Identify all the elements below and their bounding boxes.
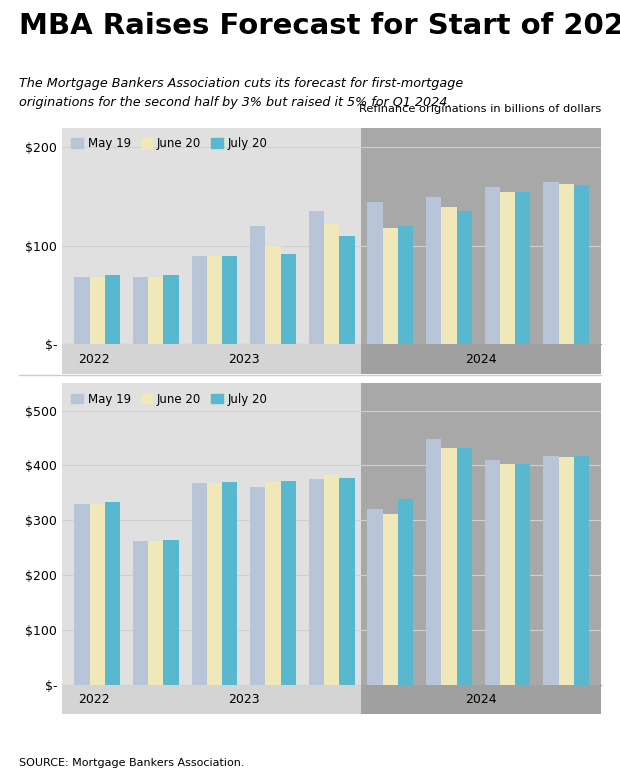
Bar	[192, 255, 207, 344]
Bar	[456, 211, 472, 344]
Bar	[500, 464, 515, 685]
Bar	[559, 184, 574, 344]
Bar	[368, 509, 383, 685]
Bar	[324, 475, 339, 685]
Bar	[207, 255, 222, 344]
Bar	[574, 456, 589, 685]
Text: 2023: 2023	[228, 694, 260, 706]
Bar	[361, 383, 601, 685]
Bar	[250, 488, 265, 685]
Bar	[441, 448, 456, 685]
Bar	[324, 224, 339, 344]
Text: 2023: 2023	[228, 353, 260, 365]
Text: The Mortgage Bankers Association cuts its forecast for first-mortgage
originatio: The Mortgage Bankers Association cuts it…	[19, 77, 463, 109]
Bar	[339, 478, 355, 685]
Bar	[441, 207, 456, 344]
Text: Refinance originations in billions of dollars: Refinance originations in billions of do…	[359, 104, 601, 114]
Bar	[265, 482, 281, 685]
Bar	[368, 201, 383, 344]
Bar	[74, 277, 89, 344]
Text: 2022: 2022	[79, 353, 110, 365]
Bar	[426, 439, 441, 685]
Bar	[456, 448, 472, 685]
Bar	[133, 541, 148, 685]
Bar	[74, 504, 89, 685]
Bar	[148, 541, 164, 685]
Bar	[222, 482, 237, 685]
Bar	[339, 236, 355, 344]
Bar	[309, 211, 324, 344]
Text: MBA Raises Forecast for Start of 2024: MBA Raises Forecast for Start of 2024	[19, 12, 620, 39]
Legend: May 19, June 20, July 20: May 19, June 20, July 20	[68, 389, 271, 409]
Bar	[126, 128, 361, 344]
Legend: May 19, June 20, July 20: May 19, June 20, July 20	[68, 134, 271, 154]
Bar	[485, 460, 500, 685]
Bar	[192, 483, 207, 685]
Bar	[383, 514, 398, 685]
Bar	[559, 457, 574, 685]
Bar	[222, 255, 237, 344]
Bar	[281, 481, 296, 685]
Bar	[383, 228, 398, 344]
Bar	[207, 483, 222, 685]
Bar	[133, 277, 148, 344]
Bar	[105, 276, 120, 344]
Text: SOURCE: Mortgage Bankers Association.: SOURCE: Mortgage Bankers Association.	[19, 758, 244, 768]
Bar	[500, 192, 515, 344]
Bar	[426, 197, 441, 344]
Bar	[164, 539, 179, 685]
Bar	[543, 182, 559, 344]
Text: 2024: 2024	[466, 353, 497, 365]
Bar	[105, 502, 120, 685]
Bar	[574, 185, 589, 344]
Bar	[62, 383, 126, 685]
Bar	[515, 192, 531, 344]
Text: Purchase originations in billions of dollars: Purchase originations in billions of dol…	[364, 360, 601, 369]
Text: 2022: 2022	[79, 694, 110, 706]
Bar	[309, 479, 324, 685]
Text: 2024: 2024	[466, 694, 497, 706]
Bar	[515, 464, 531, 685]
Bar	[89, 277, 105, 344]
Bar	[89, 504, 105, 685]
Bar	[126, 383, 361, 685]
Bar	[62, 128, 126, 344]
Bar	[265, 246, 281, 344]
Bar	[361, 128, 601, 344]
Bar	[398, 226, 413, 344]
Bar	[250, 226, 265, 344]
Bar	[485, 187, 500, 344]
Bar	[543, 456, 559, 685]
Bar	[398, 499, 413, 685]
Bar	[281, 254, 296, 344]
Bar	[164, 276, 179, 344]
Bar	[148, 277, 164, 344]
